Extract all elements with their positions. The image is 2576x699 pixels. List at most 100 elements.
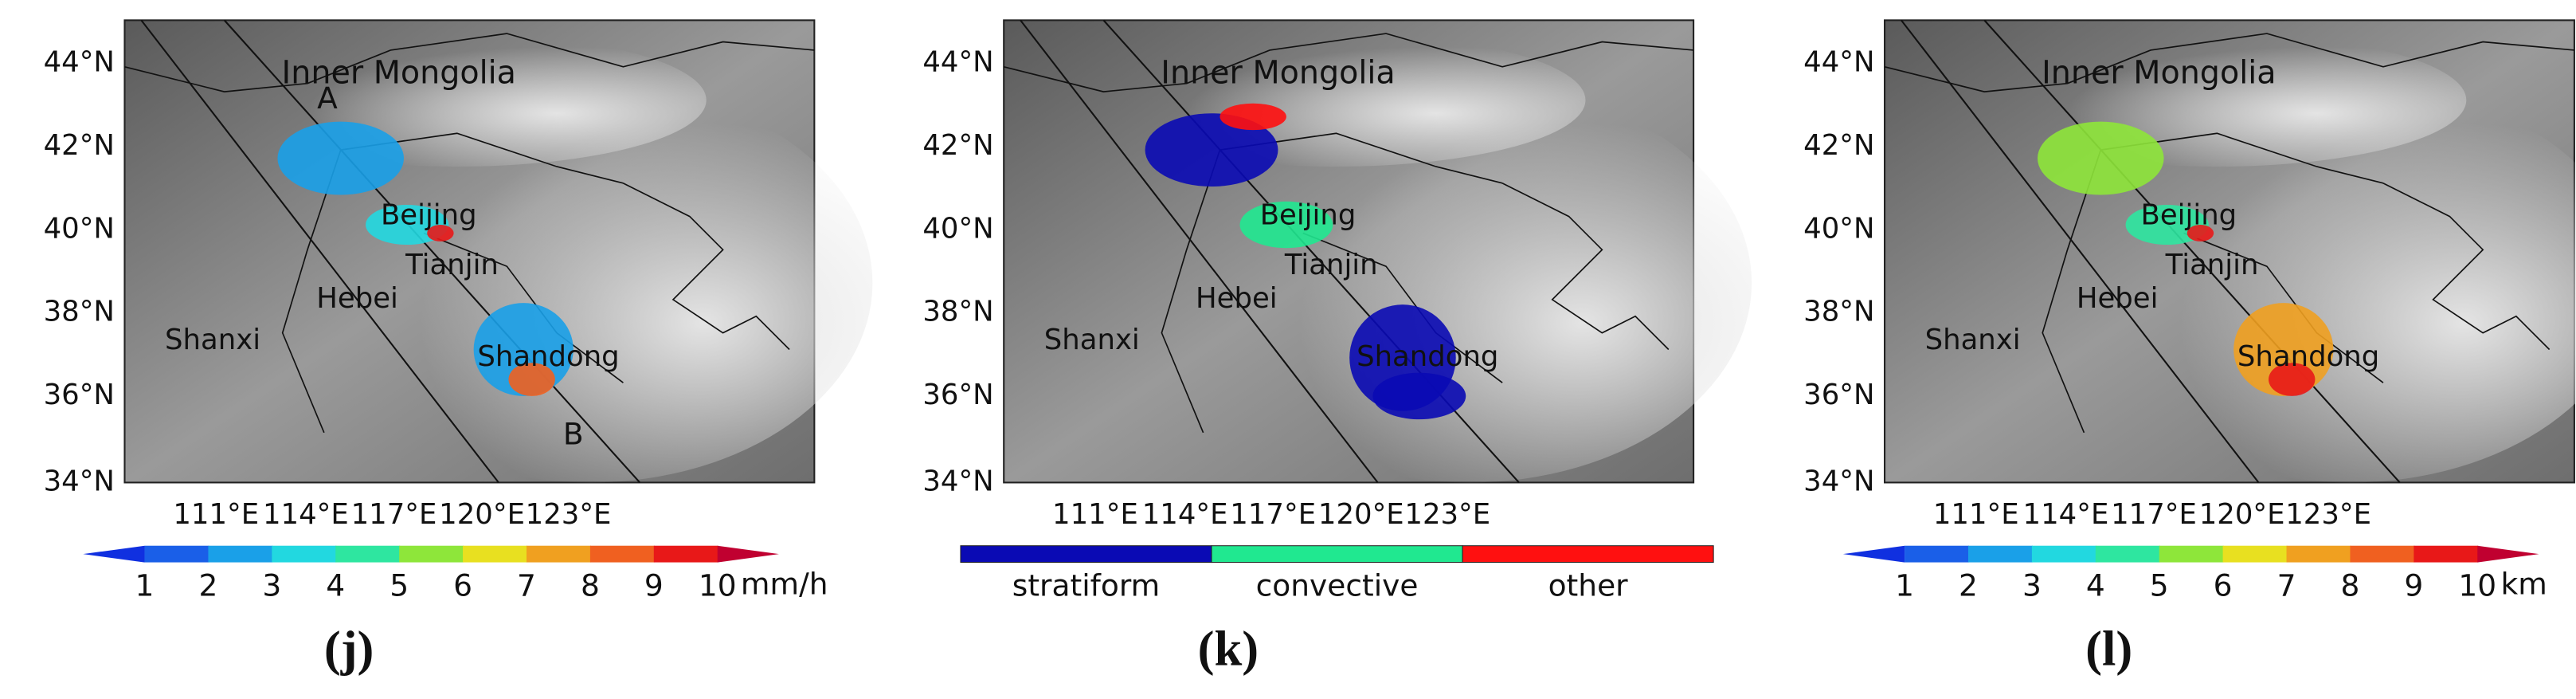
colorbar-tick-label: 9 xyxy=(2404,567,2423,603)
panel-label: (j) xyxy=(324,621,374,677)
colorbar-segment xyxy=(1211,545,1463,564)
colorbar-tick-label: 1 xyxy=(135,567,155,603)
colorbar-segment xyxy=(2095,545,2160,563)
echo-area xyxy=(1239,201,1333,249)
colorbar-tick-label: 3 xyxy=(2022,567,2042,603)
colorbar-tick-label: 7 xyxy=(2277,567,2296,603)
colorbar-segment xyxy=(1462,545,1714,564)
colorbar-category: other xyxy=(1548,567,1629,603)
colorbar-segment xyxy=(2031,545,2096,563)
place-label: Tianjin xyxy=(1284,249,1378,281)
lon-label: 111°E xyxy=(1933,498,2019,531)
lon-label: 117°E xyxy=(2111,498,2197,531)
echo-area xyxy=(427,225,454,242)
map xyxy=(1003,19,1752,484)
lat-label: 38°N xyxy=(922,296,993,328)
border xyxy=(1884,33,2574,434)
place-label: Inner Mongolia xyxy=(282,55,516,92)
colorbar-segment xyxy=(2159,545,2224,563)
colorbar-tick-label: 2 xyxy=(1959,567,1978,603)
border xyxy=(124,33,815,434)
lat-label: 34°N xyxy=(922,465,993,497)
colorbar-segment xyxy=(463,545,528,563)
echo-area xyxy=(508,363,555,396)
echo-area xyxy=(1145,113,1278,187)
marker-label: A xyxy=(317,81,338,116)
place-label: Beijing xyxy=(381,199,477,232)
place-label: Shanxi xyxy=(165,324,260,356)
lon-label: 120°E xyxy=(439,498,525,531)
cloud xyxy=(307,83,873,483)
lon-label: 120°E xyxy=(1318,498,1404,531)
colorbar-unit: km xyxy=(2500,566,2547,601)
lat-label: 36°N xyxy=(922,379,993,411)
lat-label: 42°N xyxy=(44,129,115,162)
panel-label: (k) xyxy=(1198,621,1259,677)
swath-edge xyxy=(1020,19,1379,484)
colorbar-segment xyxy=(272,545,337,563)
lat-label: 36°N xyxy=(44,379,115,411)
lat-label: 44°N xyxy=(44,46,115,79)
echo-area xyxy=(2186,225,2214,242)
colorbar-tick-label: 4 xyxy=(326,567,345,603)
colorbar-tick-label: 3 xyxy=(262,567,281,603)
colorbar-tick-label: 8 xyxy=(581,567,600,603)
place-label: Hebei xyxy=(316,282,398,315)
lat-label: 40°N xyxy=(922,212,993,245)
colorbar-tick-label: 6 xyxy=(453,567,472,603)
colorbar-end xyxy=(717,545,779,563)
place-label: Tianjin xyxy=(405,249,499,281)
place-label: Shandong xyxy=(1357,340,1498,373)
lat-label: 40°N xyxy=(1803,212,1874,245)
place-label: Shandong xyxy=(477,340,619,373)
colorbar-tick-label: 5 xyxy=(390,567,409,603)
lon-label: 117°E xyxy=(351,498,437,531)
colorbar-end xyxy=(1842,545,1905,563)
place-label: Inner Mongolia xyxy=(2042,55,2276,92)
map xyxy=(123,19,873,484)
lon-label: 117°E xyxy=(1230,498,1316,531)
colorbar-end xyxy=(83,545,145,563)
colorbar-segment xyxy=(2286,545,2351,563)
place-label: Beijing xyxy=(1260,199,1357,232)
colorbar-tick-label: 9 xyxy=(644,567,664,603)
lat-label: 40°N xyxy=(44,212,115,245)
colorbar-segment xyxy=(960,545,1212,564)
colorbar-segment xyxy=(526,545,591,563)
swath-edge xyxy=(223,19,641,484)
place-label: Inner Mongolia xyxy=(1161,55,1395,92)
cloud xyxy=(1186,83,1752,483)
lon-label: 111°E xyxy=(1052,498,1138,531)
lon-label: 123°E xyxy=(1404,498,1490,531)
colorbar-unit: mm/h xyxy=(741,566,828,601)
colorbar-tick-label: 10 xyxy=(699,567,737,603)
colorbar-tick-label: 7 xyxy=(517,567,536,603)
lat-label: 34°N xyxy=(44,465,115,497)
lat-label: 42°N xyxy=(922,129,993,162)
colorbar-segment xyxy=(1967,545,2033,563)
colorbar-segment xyxy=(653,545,718,563)
lat-label: 38°N xyxy=(44,296,115,328)
echo-area xyxy=(2037,121,2164,195)
colorbar-segment xyxy=(399,545,464,563)
swath-edge xyxy=(1983,19,2401,484)
colorbar-tick-label: 4 xyxy=(2086,567,2105,603)
border xyxy=(1004,33,1694,434)
place-label: Tianjin xyxy=(2165,249,2259,281)
colorbar-tick-label: 5 xyxy=(2150,567,2169,603)
colorbar-tick-label: 6 xyxy=(2214,567,2233,603)
colorbar-tick-label: 8 xyxy=(2341,567,2360,603)
echo-area xyxy=(1219,103,1286,131)
lon-label: 120°E xyxy=(2199,498,2285,531)
place-label: Hebei xyxy=(1196,282,1278,315)
cloud xyxy=(2067,83,2576,483)
lon-label: 111°E xyxy=(173,498,259,531)
place-label: Hebei xyxy=(2077,282,2159,315)
colorbar-segment xyxy=(144,545,209,563)
lat-label: 34°N xyxy=(1803,465,1874,497)
echo-area xyxy=(2269,363,2316,396)
